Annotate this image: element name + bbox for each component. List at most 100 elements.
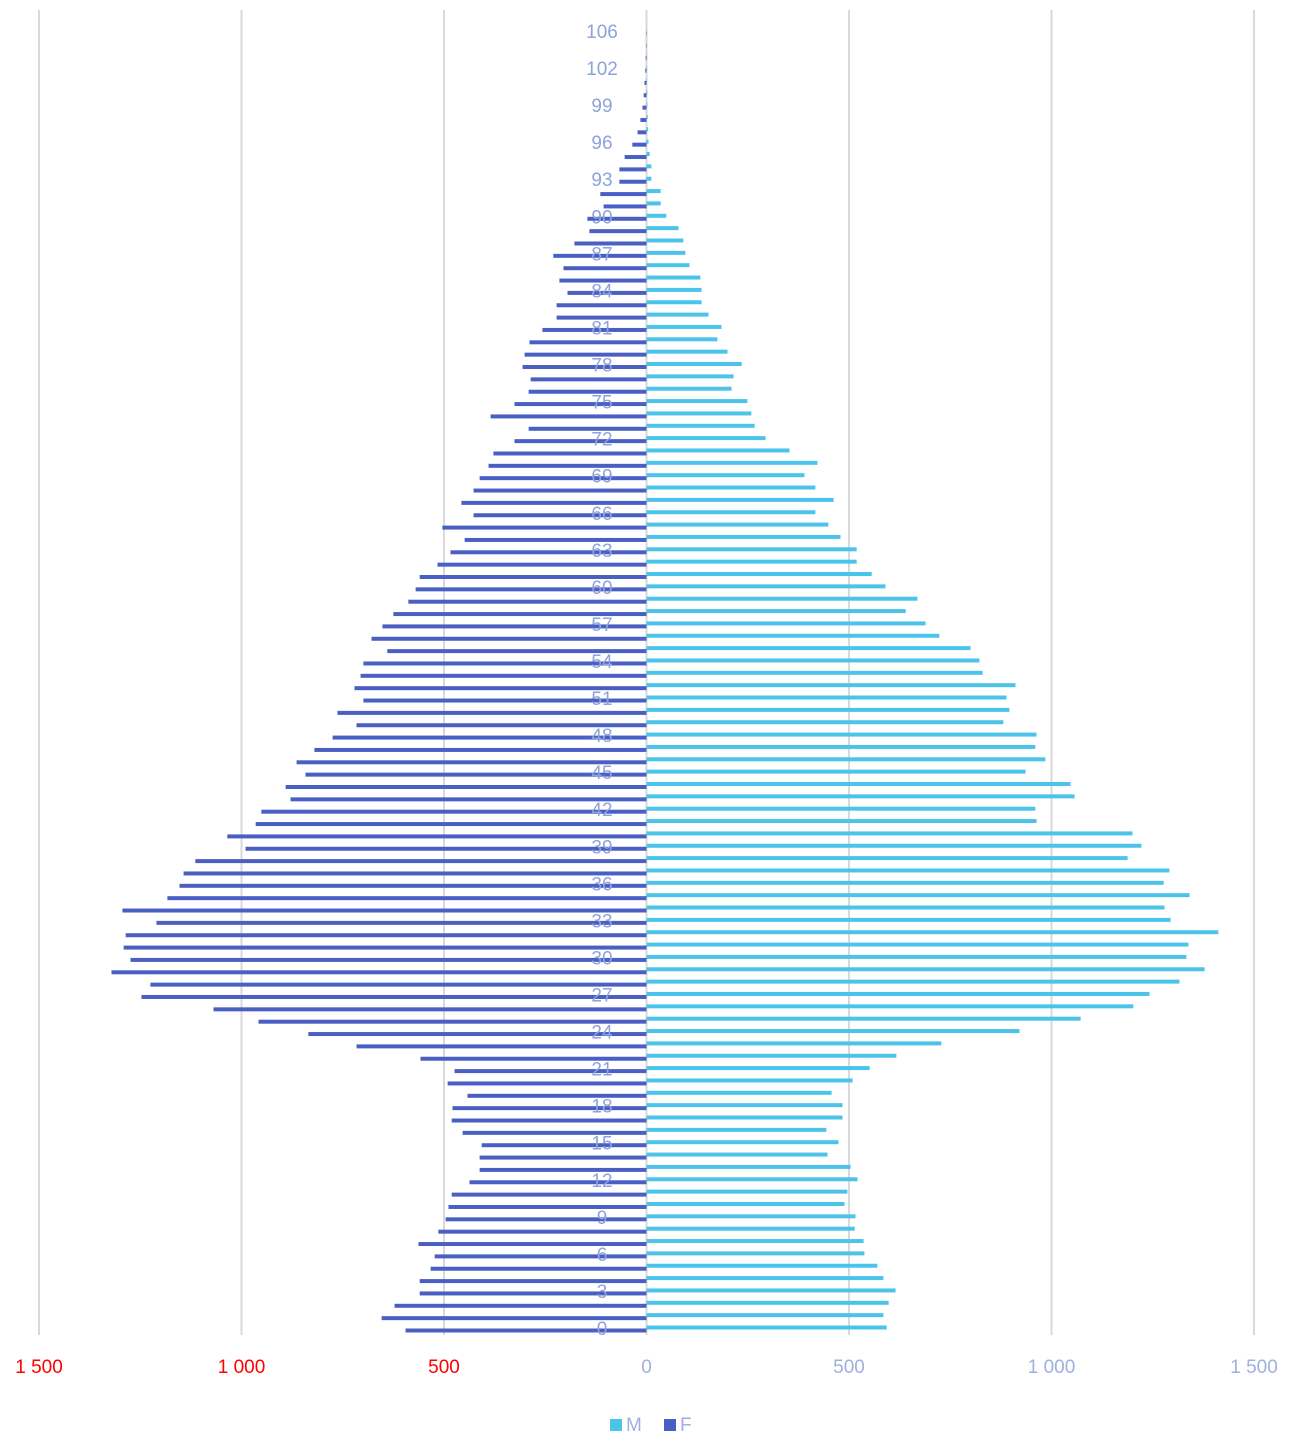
bar	[646, 1127, 827, 1132]
legend-swatch	[610, 1419, 622, 1431]
bar	[646, 1276, 884, 1281]
y-tick-label: 27	[591, 986, 612, 1007]
bar	[646, 275, 701, 280]
y-tick-label: 93	[591, 170, 612, 191]
bar	[381, 1316, 647, 1321]
bar	[567, 290, 647, 295]
bar	[419, 1291, 647, 1296]
bar	[522, 365, 647, 370]
bar	[646, 991, 1150, 996]
bar	[408, 599, 647, 604]
y-tick-label: 75	[591, 393, 612, 414]
bar	[646, 485, 816, 490]
bar	[488, 463, 647, 468]
y-tick-label: 48	[591, 726, 612, 747]
bar	[646, 287, 702, 292]
bar	[442, 525, 647, 530]
bar	[646, 411, 752, 416]
bar	[393, 612, 647, 617]
bar	[589, 229, 647, 234]
bar	[363, 661, 647, 666]
bar	[646, 954, 1187, 959]
bar	[646, 250, 686, 255]
bar	[227, 834, 647, 839]
bar	[454, 1069, 647, 1074]
bar	[646, 658, 980, 663]
legend-label: F	[680, 1415, 692, 1436]
bar	[646, 189, 661, 194]
bar	[646, 1140, 839, 1145]
bar	[646, 386, 732, 391]
bar	[646, 374, 734, 379]
y-tick-label: 63	[591, 541, 612, 562]
y-tick-label: 24	[591, 1023, 613, 1044]
bar	[360, 673, 647, 678]
y-tick-label: 30	[591, 948, 612, 969]
y-tick-label: 69	[591, 467, 612, 488]
bar	[646, 201, 661, 206]
y-tick-label: 9	[597, 1208, 608, 1229]
bar	[646, 1078, 853, 1083]
bar	[646, 423, 755, 428]
bar	[646, 1016, 1081, 1021]
bar	[261, 809, 647, 814]
bar	[646, 1115, 843, 1120]
bar	[603, 204, 647, 209]
bar	[632, 142, 647, 147]
bar	[130, 957, 647, 962]
bar	[125, 933, 647, 938]
bar	[619, 167, 647, 172]
bar	[451, 1118, 647, 1123]
y-tick-label: 66	[591, 504, 612, 525]
bar	[445, 1217, 647, 1222]
bar	[646, 152, 650, 157]
bar	[646, 732, 1037, 737]
bar	[646, 1164, 851, 1169]
bar	[447, 1081, 647, 1086]
bar	[646, 572, 872, 577]
bar	[646, 609, 906, 614]
x-tick-label: 500	[428, 1357, 460, 1378]
bar	[646, 1029, 1020, 1034]
bar	[354, 686, 647, 691]
y-tick-label: 78	[591, 356, 612, 377]
x-tick-label: 500	[833, 1357, 865, 1378]
bar	[646, 596, 918, 601]
bar	[646, 559, 857, 564]
bar	[430, 1266, 647, 1271]
bar	[600, 192, 647, 197]
bar	[479, 1155, 647, 1160]
bar	[255, 822, 647, 827]
bar	[646, 436, 766, 441]
bar	[467, 1093, 647, 1098]
bar	[167, 896, 647, 901]
bar	[646, 868, 1170, 873]
bar	[646, 831, 1133, 836]
bar	[646, 324, 722, 329]
bar	[646, 670, 983, 675]
bar	[646, 1103, 843, 1108]
bar	[646, 1004, 1134, 1009]
bar	[646, 744, 1036, 749]
bar	[285, 784, 647, 789]
bar	[451, 1192, 647, 1197]
bar	[646, 213, 667, 218]
bar	[563, 266, 647, 271]
bar	[337, 710, 647, 715]
y-tick-label: 36	[591, 874, 612, 895]
bar	[646, 757, 1046, 762]
bar	[473, 513, 647, 518]
bar	[646, 1152, 828, 1157]
bar	[123, 945, 647, 950]
y-tick-label: 18	[591, 1097, 612, 1118]
bar	[356, 1044, 647, 1049]
bar	[644, 80, 647, 85]
bar	[646, 1214, 856, 1219]
bar	[461, 500, 647, 505]
bar	[646, 1066, 870, 1071]
bar	[479, 476, 647, 481]
bar	[481, 1143, 647, 1148]
bar	[556, 303, 647, 308]
bar	[314, 747, 647, 752]
